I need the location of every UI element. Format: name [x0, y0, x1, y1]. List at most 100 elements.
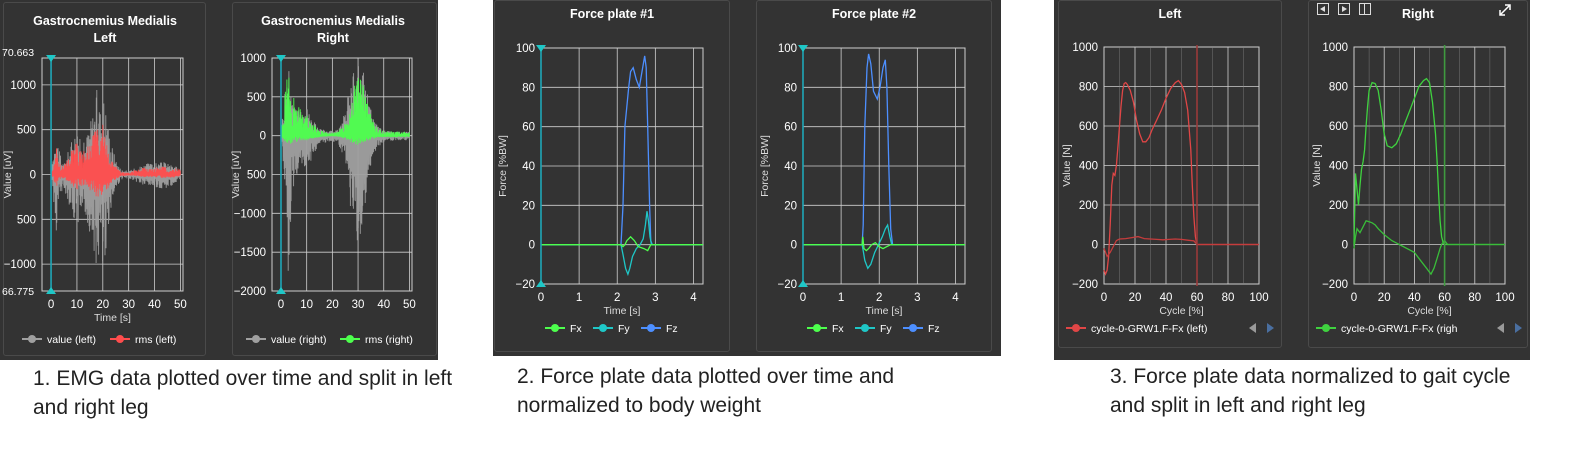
- x-tick-label: 2: [876, 292, 882, 304]
- legend-prev-icon: [1249, 323, 1256, 333]
- legend-marker: [346, 335, 354, 343]
- caption-gait: 3. Force plate data normalized to gait c…: [1110, 365, 1511, 417]
- x-tick-label: 30: [352, 299, 365, 311]
- y-tick-label: 1000: [10, 80, 36, 92]
- chart-title: Force plate #2: [832, 7, 916, 21]
- x-tick-label: 1: [576, 292, 582, 304]
- legend-marker: [1322, 324, 1330, 332]
- series-line-fx-left: [1103, 235, 1259, 258]
- y-tick-label: −20: [777, 279, 797, 291]
- x-tick-label: 80: [1222, 292, 1235, 304]
- y-tick-label: 400: [1079, 161, 1098, 173]
- cursor-handle-top: [46, 55, 57, 62]
- x-tick-label: 3: [914, 292, 920, 304]
- cursor-handle-top: [798, 45, 808, 52]
- expand-icon[interactable]: [1498, 3, 1512, 17]
- y-tick-label: 60: [784, 122, 797, 134]
- y-tick-label: 500: [17, 214, 36, 226]
- caption-force-plate: 2. Force plate data plotted over time an…: [517, 365, 895, 417]
- y-tick-label: 40: [522, 161, 535, 173]
- x-tick-label: 20: [1129, 292, 1142, 304]
- step-forward-icon[interactable]: [1338, 3, 1350, 15]
- legend-marker: [116, 335, 124, 343]
- legend-marker: [551, 324, 559, 332]
- y-tick-label: 0: [260, 131, 266, 143]
- y-tick-label: 800: [1079, 82, 1098, 94]
- y-tick-label: 40: [784, 161, 797, 173]
- card-fp2: [756, 0, 992, 352]
- y-tick-label: −20: [515, 279, 535, 291]
- legend-label: Fz: [666, 323, 678, 335]
- legend-marker: [1072, 324, 1080, 332]
- y-axis-label: Value [uV]: [230, 151, 242, 199]
- card-emg-left: [3, 2, 206, 356]
- y-tick-label: −1000: [4, 259, 36, 271]
- y-tick-label: 200: [1079, 200, 1098, 212]
- y-tick-label: 100: [778, 43, 797, 55]
- legend-label: Fx: [570, 323, 582, 335]
- split-view-icon[interactable]: [1359, 3, 1371, 15]
- series-line-fz: [803, 53, 965, 246]
- legend-label: Fy: [880, 323, 892, 335]
- legend-label: Fx: [832, 323, 844, 335]
- legend-label: rms (right): [365, 334, 413, 346]
- x-tick-label: 50: [174, 299, 187, 311]
- legend-marker: [599, 324, 607, 332]
- y-tick-label: 0: [529, 240, 535, 252]
- y-tick-label: −2000: [234, 286, 266, 298]
- series-line-fx-right: [1353, 220, 1505, 276]
- emg-left-chart: Gastrocnemius Medialis Left 0 10 20 30 40 50 100…: [2, 14, 187, 346]
- y-tick-label: 0: [1092, 240, 1098, 252]
- x-tick-label: 100: [1495, 292, 1514, 304]
- y-tick-label: 0: [791, 240, 797, 252]
- x-tick-label: 3: [652, 292, 658, 304]
- y-tick-label: −1500: [234, 247, 266, 259]
- y-tick-label: 0: [1342, 240, 1348, 252]
- chart-title: Force plate #1: [570, 7, 654, 21]
- legend-marker: [813, 324, 821, 332]
- legend-label: value (left): [47, 334, 96, 346]
- legend-label: cycle-0-GRW1.F-Fx (left): [1091, 323, 1207, 335]
- x-tick-label: 40: [1408, 292, 1421, 304]
- x-tick-label: 0: [538, 292, 544, 304]
- x-tick-label: 4: [690, 292, 697, 304]
- series-line-fx: [803, 236, 965, 252]
- legend-marker: [28, 335, 36, 343]
- step-back-icon[interactable]: [1317, 3, 1329, 15]
- y-axis-label: Value [uV]: [2, 151, 14, 199]
- x-tick-label: 2: [614, 292, 620, 304]
- x-tick-label: 80: [1468, 292, 1481, 304]
- y-tick-label: 800: [1329, 82, 1348, 94]
- series-line-fz-left: [1103, 79, 1259, 276]
- legend-marker: [861, 324, 869, 332]
- cursor-handle-top: [536, 45, 546, 52]
- cursor-handle-bottom: [275, 287, 286, 294]
- legend-label: Fz: [928, 323, 940, 335]
- y-tick-label: 20: [784, 200, 797, 212]
- x-tick-label: 0: [48, 299, 54, 311]
- legend-label: value (right): [271, 334, 326, 346]
- x-tick-label: 60: [1191, 292, 1204, 304]
- y-tick-label: −1000: [234, 208, 266, 220]
- chart-title: Left: [1159, 7, 1183, 21]
- y-tick-label: 500: [247, 92, 266, 104]
- x-tick-label: 30: [122, 299, 135, 311]
- x-axis-label: Cycle [%]: [1407, 305, 1451, 317]
- series-line-fz-right: [1353, 77, 1505, 246]
- x-tick-label: 20: [326, 299, 339, 311]
- y-tick-label: 1000: [240, 53, 266, 65]
- y-tick-label: 500: [247, 170, 266, 182]
- legend-prev-icon: [1497, 323, 1504, 333]
- x-axis-label: Time [s]: [94, 312, 131, 324]
- y-tick-label: 500: [17, 125, 36, 137]
- card-emg-right: [232, 2, 437, 356]
- y-tick-label: −200: [1072, 279, 1098, 291]
- cursor-handle-bottom: [798, 280, 808, 287]
- legend-next-icon: [1267, 323, 1274, 333]
- chart-title: Right: [1402, 7, 1435, 21]
- legend-marker: [647, 324, 655, 332]
- series-line-fz: [541, 55, 703, 246]
